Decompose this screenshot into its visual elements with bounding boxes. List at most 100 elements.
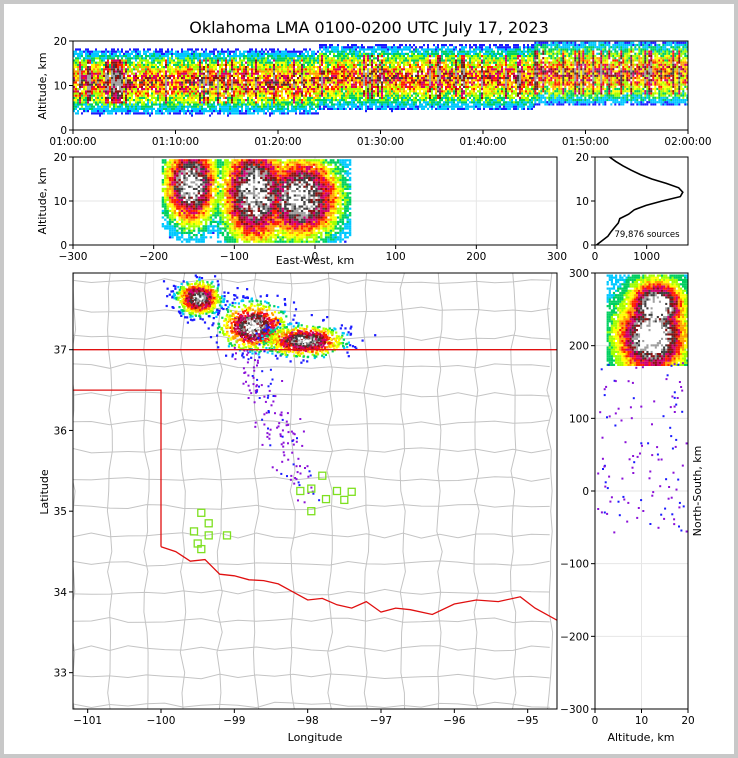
time-density-cell (183, 94, 185, 97)
time-density-cell (433, 94, 435, 97)
time-density-cell (213, 70, 215, 73)
time-density-cell (95, 81, 97, 84)
time-density-cell (87, 68, 89, 71)
time-density-cell (361, 92, 363, 95)
time-density-cell (365, 66, 367, 69)
time-density-cell (367, 63, 369, 66)
time-density-cell (261, 61, 263, 64)
time-density-cell (431, 70, 433, 73)
time-density-cell (127, 96, 129, 99)
time-density-cell (75, 66, 77, 69)
time-density-cell (325, 85, 327, 88)
time-density-cell (137, 79, 139, 82)
time-density-cell (141, 94, 143, 97)
time-density-cell (273, 90, 275, 93)
time-density-cell (183, 83, 185, 86)
time-density-cell (103, 96, 105, 99)
time-density-cell (127, 72, 129, 75)
time-density-cell (235, 85, 237, 88)
time-density-cell (237, 85, 239, 88)
time-density-cell (277, 107, 279, 110)
time-density-cell (297, 61, 299, 64)
time-density-cell (199, 59, 201, 62)
time-density-cell (127, 70, 129, 73)
time-density-cell (197, 99, 199, 102)
time-density-cell (169, 88, 171, 91)
time-density-cell (267, 63, 269, 66)
time-density-cell (297, 99, 299, 102)
time-density-cell (355, 70, 357, 73)
time-density-cell (331, 92, 333, 95)
time-density-cell (231, 59, 233, 62)
time-density-cell (135, 92, 137, 95)
time-density-cell (215, 99, 217, 102)
time-density-cell (225, 103, 227, 106)
time-density-cell (311, 85, 313, 88)
time-density-cell (445, 94, 447, 97)
time-density-cell (157, 50, 159, 53)
time-density-cell (117, 48, 119, 51)
time-density-cell (367, 90, 369, 93)
time-density-cell (335, 107, 337, 110)
time-density-cell (89, 81, 91, 84)
time-density-cell (289, 52, 291, 55)
time-density-cell (325, 72, 327, 75)
time-density-cell (303, 59, 305, 62)
time-density-cell (361, 66, 363, 69)
time-density-cell (73, 103, 75, 106)
time-density-cell (377, 68, 379, 71)
time-density-cell (163, 79, 165, 82)
time-density-cell (247, 103, 249, 106)
time-density-cell (91, 79, 93, 82)
time-density-cell (97, 52, 99, 55)
time-density-cell (315, 52, 317, 55)
time-density-cell (257, 85, 259, 88)
time-density-cell (155, 83, 157, 86)
time-density-cell (439, 103, 441, 106)
time-density-cell (135, 77, 137, 80)
time-density-cell (257, 59, 259, 62)
time-density-cell (97, 88, 99, 91)
time-density-cell (131, 90, 133, 93)
time-density-cell (245, 74, 247, 77)
time-density-cell (257, 103, 259, 106)
time-density-cell (203, 59, 205, 62)
time-density-cell (129, 48, 131, 51)
time-density-cell (221, 110, 223, 113)
time-density-cell (127, 61, 129, 64)
time-density-cell (221, 52, 223, 55)
time-density-cell (339, 92, 341, 95)
time-density-cell (187, 50, 189, 53)
time-density-cell (349, 83, 351, 86)
time-density-cell (251, 88, 253, 91)
time-density-cell (351, 70, 353, 73)
time-density-cell (249, 110, 251, 113)
time-density-cell (99, 110, 101, 113)
time-density-cell (345, 83, 347, 86)
time-density-cell (369, 83, 371, 86)
time-density-cell (205, 74, 207, 77)
time-density-cell (77, 99, 79, 102)
time-density-cell (135, 94, 137, 97)
time-density-cell (111, 83, 113, 86)
time-density-cell (185, 110, 187, 113)
time-density-cell (117, 70, 119, 73)
time-density-cell (77, 52, 79, 55)
time-density-cell (259, 83, 261, 86)
time-density-cell (213, 90, 215, 93)
time-density-cell (149, 66, 151, 69)
time-density-cell (199, 94, 201, 97)
time-density-cell (273, 94, 275, 97)
time-density-cell (237, 81, 239, 84)
time-density-cell (205, 50, 207, 53)
time-density-cell (97, 70, 99, 73)
time-density-cell (119, 59, 121, 62)
time-density-cell (303, 63, 305, 66)
time-density-cell (407, 55, 409, 58)
time-density-cell (439, 94, 441, 97)
time-density-cell (273, 110, 275, 113)
time-density-cell (107, 79, 109, 82)
time-density-cell (97, 99, 99, 102)
time-density-cell (437, 59, 439, 62)
time-density-cell (339, 85, 341, 88)
